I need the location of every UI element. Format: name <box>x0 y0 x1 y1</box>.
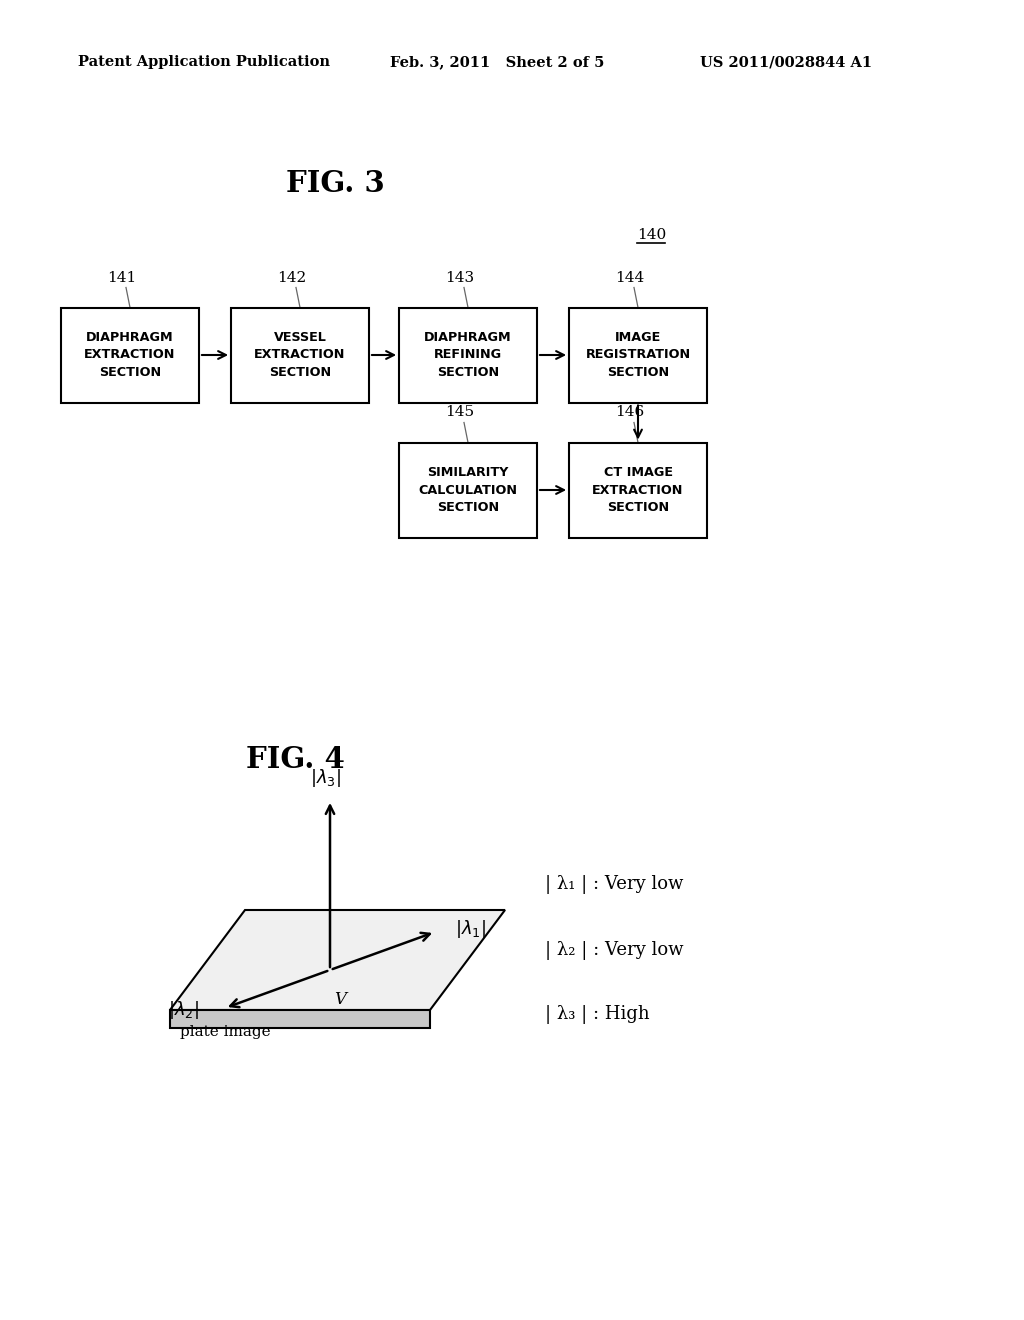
Text: $| \lambda_3 |$: $| \lambda_3 |$ <box>309 767 341 789</box>
Text: 146: 146 <box>615 405 645 420</box>
FancyBboxPatch shape <box>399 442 537 537</box>
Text: DIAPHRAGM
EXTRACTION
SECTION: DIAPHRAGM EXTRACTION SECTION <box>84 331 176 379</box>
Text: FIG. 3: FIG. 3 <box>286 169 384 198</box>
Text: Feb. 3, 2011   Sheet 2 of 5: Feb. 3, 2011 Sheet 2 of 5 <box>390 55 604 69</box>
FancyBboxPatch shape <box>399 308 537 403</box>
Text: US 2011/0028844 A1: US 2011/0028844 A1 <box>700 55 872 69</box>
FancyBboxPatch shape <box>569 308 707 403</box>
Text: | λ₂ | : Very low: | λ₂ | : Very low <box>545 940 683 960</box>
Text: SIMILARITY
CALCULATION
SECTION: SIMILARITY CALCULATION SECTION <box>419 466 517 513</box>
Text: $| \lambda_1 |$: $| \lambda_1 |$ <box>455 917 485 940</box>
Text: V: V <box>334 991 346 1008</box>
Text: 144: 144 <box>615 271 645 285</box>
Text: IMAGE
REGISTRATION
SECTION: IMAGE REGISTRATION SECTION <box>586 331 690 379</box>
FancyBboxPatch shape <box>61 308 199 403</box>
Text: 140: 140 <box>637 228 667 242</box>
Polygon shape <box>170 909 505 1010</box>
Polygon shape <box>170 1010 430 1028</box>
Text: FIG. 4: FIG. 4 <box>246 746 344 775</box>
Text: | λ₁ | : Very low: | λ₁ | : Very low <box>545 875 683 895</box>
Text: CT IMAGE
EXTRACTION
SECTION: CT IMAGE EXTRACTION SECTION <box>592 466 684 513</box>
Text: VESSEL
EXTRACTION
SECTION: VESSEL EXTRACTION SECTION <box>254 331 346 379</box>
Text: 143: 143 <box>445 271 474 285</box>
Text: 145: 145 <box>445 405 474 420</box>
Text: Patent Application Publication: Patent Application Publication <box>78 55 330 69</box>
Text: 141: 141 <box>108 271 136 285</box>
Text: plate image: plate image <box>180 1026 270 1039</box>
Text: DIAPHRAGM
REFINING
SECTION: DIAPHRAGM REFINING SECTION <box>424 331 512 379</box>
FancyBboxPatch shape <box>231 308 369 403</box>
Text: $| \lambda_2 |$: $| \lambda_2 |$ <box>168 999 199 1020</box>
Text: 142: 142 <box>278 271 306 285</box>
FancyBboxPatch shape <box>569 442 707 537</box>
Text: | λ₃ | : High: | λ₃ | : High <box>545 1006 649 1024</box>
